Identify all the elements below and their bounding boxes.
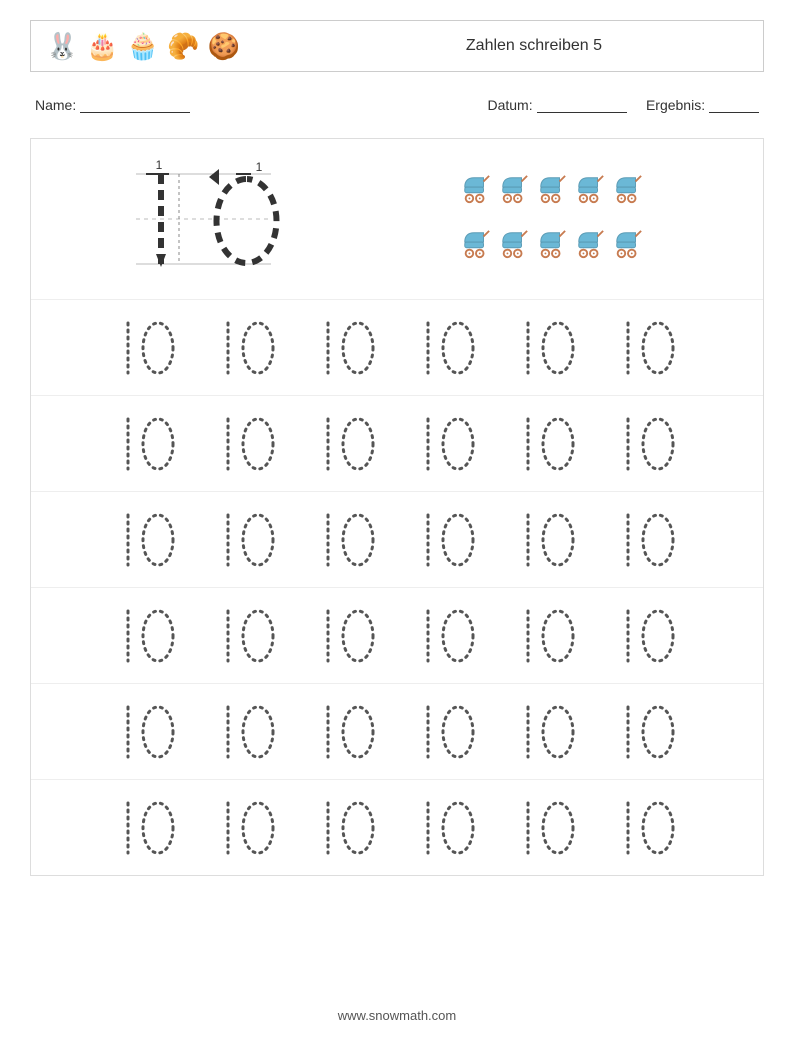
dotted-ten[interactable] [516, 510, 578, 570]
cupcake-icon: 🧁 [127, 33, 159, 59]
stroller-icon [613, 174, 643, 209]
dotted-ten[interactable] [416, 414, 478, 474]
dotted-ten[interactable] [516, 414, 578, 474]
dotted-ten[interactable] [516, 606, 578, 666]
stroke-guide: 1 1 [31, 159, 360, 279]
dotted-ten[interactable] [316, 798, 378, 858]
dotted-ten[interactable] [316, 414, 378, 474]
dotted-ten[interactable] [416, 606, 478, 666]
dotted-ten[interactable] [116, 702, 178, 762]
dotted-ten[interactable] [616, 702, 678, 762]
footer-text: www.snowmath.com [338, 1008, 456, 1023]
dotted-ten[interactable] [616, 318, 678, 378]
dotted-ten[interactable] [616, 606, 678, 666]
page-title: Zahlen schreiben 5 [320, 37, 748, 55]
trace-row [31, 300, 763, 396]
dotted-ten[interactable] [516, 702, 578, 762]
stroller-icon [537, 229, 567, 264]
guide-label-2: 1 [255, 160, 262, 174]
dotted-ten[interactable] [216, 702, 278, 762]
info-line: Name: Datum: Ergebnis: [30, 97, 764, 113]
dotted-ten[interactable] [416, 510, 478, 570]
stroller-icon [613, 229, 643, 264]
dotted-ten[interactable] [316, 510, 378, 570]
dotted-ten[interactable] [116, 798, 178, 858]
dotted-ten[interactable] [216, 798, 278, 858]
date-blank[interactable] [537, 98, 627, 113]
stroller-icon [499, 229, 529, 264]
stroller-icon [499, 174, 529, 209]
dotted-ten[interactable] [316, 606, 378, 666]
stroller-icon [537, 174, 567, 209]
trace-row [31, 492, 763, 588]
stroller-icon [461, 229, 491, 264]
dotted-ten[interactable] [116, 414, 178, 474]
dotted-ten[interactable] [116, 606, 178, 666]
result-label: Ergebnis: [646, 97, 705, 113]
stroller-icon [575, 229, 605, 264]
number-guide-svg: 1 1 [101, 159, 291, 279]
cookie-icon: 🍪 [208, 33, 240, 59]
result-blank[interactable] [709, 98, 759, 113]
pram-area [360, 159, 763, 279]
trace-rows-container [31, 300, 763, 875]
pram-row [360, 174, 743, 209]
dotted-ten[interactable] [416, 702, 478, 762]
trace-row [31, 588, 763, 684]
trace-row [31, 684, 763, 780]
pram-row [360, 229, 743, 264]
trace-row [31, 780, 763, 875]
dotted-ten[interactable] [516, 798, 578, 858]
footer: www.snowmath.com [0, 1008, 794, 1023]
header: 🐰 🎂 🧁 🥐 🍪 Zahlen schreiben 5 [30, 20, 764, 72]
dotted-ten[interactable] [216, 606, 278, 666]
cake-icon: 🎂 [86, 33, 118, 59]
top-section: 1 1 [31, 139, 763, 300]
stroller-icon [575, 174, 605, 209]
dotted-ten[interactable] [216, 510, 278, 570]
dotted-ten[interactable] [416, 798, 478, 858]
guide-label-1: 1 [155, 159, 162, 172]
dotted-ten[interactable] [116, 318, 178, 378]
dotted-ten[interactable] [316, 318, 378, 378]
dotted-ten[interactable] [616, 414, 678, 474]
name-blank[interactable] [80, 98, 190, 113]
date-label: Datum: [487, 97, 532, 113]
worksheet-box: 1 1 [30, 138, 764, 876]
dotted-ten[interactable] [616, 510, 678, 570]
dotted-ten[interactable] [116, 510, 178, 570]
dotted-ten[interactable] [516, 318, 578, 378]
rabbit-icon: 🐰 [46, 33, 78, 59]
name-label: Name: [35, 97, 76, 113]
header-icons: 🐰 🎂 🧁 🥐 🍪 [46, 33, 240, 59]
croissant-icon: 🥐 [167, 33, 199, 59]
stroller-icon [461, 174, 491, 209]
trace-row [31, 396, 763, 492]
dotted-ten[interactable] [216, 414, 278, 474]
dotted-ten[interactable] [416, 318, 478, 378]
dotted-ten[interactable] [316, 702, 378, 762]
dotted-ten[interactable] [616, 798, 678, 858]
dotted-ten[interactable] [216, 318, 278, 378]
